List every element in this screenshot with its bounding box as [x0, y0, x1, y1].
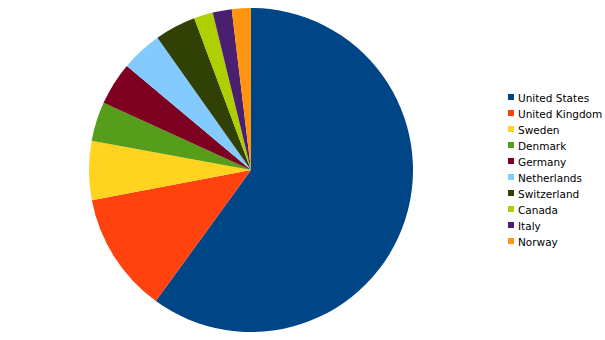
- pie-slice: [232, 8, 251, 170]
- legend-swatch: [508, 110, 514, 116]
- legend-swatch: [508, 190, 514, 196]
- legend-label: Norway: [518, 236, 558, 248]
- legend-swatch: [508, 174, 514, 180]
- legend-label: Netherlands: [518, 172, 582, 184]
- pie: [89, 8, 413, 332]
- legend-swatch: [508, 142, 514, 148]
- legend-swatch: [508, 126, 514, 132]
- legend-label: Switzerland: [518, 188, 579, 200]
- legend: United States United Kingdom Sweden Denmark…: [508, 92, 602, 248]
- chart: United States United Kingdom Sweden Denmark…: [0, 0, 605, 340]
- legend-swatch: [508, 206, 514, 212]
- legend-swatch: [508, 158, 514, 164]
- legend-label: Denmark: [518, 140, 567, 152]
- legend-label: Canada: [518, 204, 558, 216]
- legend-swatch: [508, 238, 514, 244]
- legend-label: Sweden: [518, 124, 560, 136]
- legend-label: United Kingdom: [518, 108, 602, 120]
- legend-swatch: [508, 94, 514, 100]
- legend-label: Italy: [518, 220, 541, 232]
- legend-swatch: [508, 222, 514, 228]
- legend-label: United States: [518, 92, 589, 104]
- legend-label: Germany: [518, 156, 566, 168]
- chart-container: United States United Kingdom Sweden Denmark…: [0, 0, 605, 340]
